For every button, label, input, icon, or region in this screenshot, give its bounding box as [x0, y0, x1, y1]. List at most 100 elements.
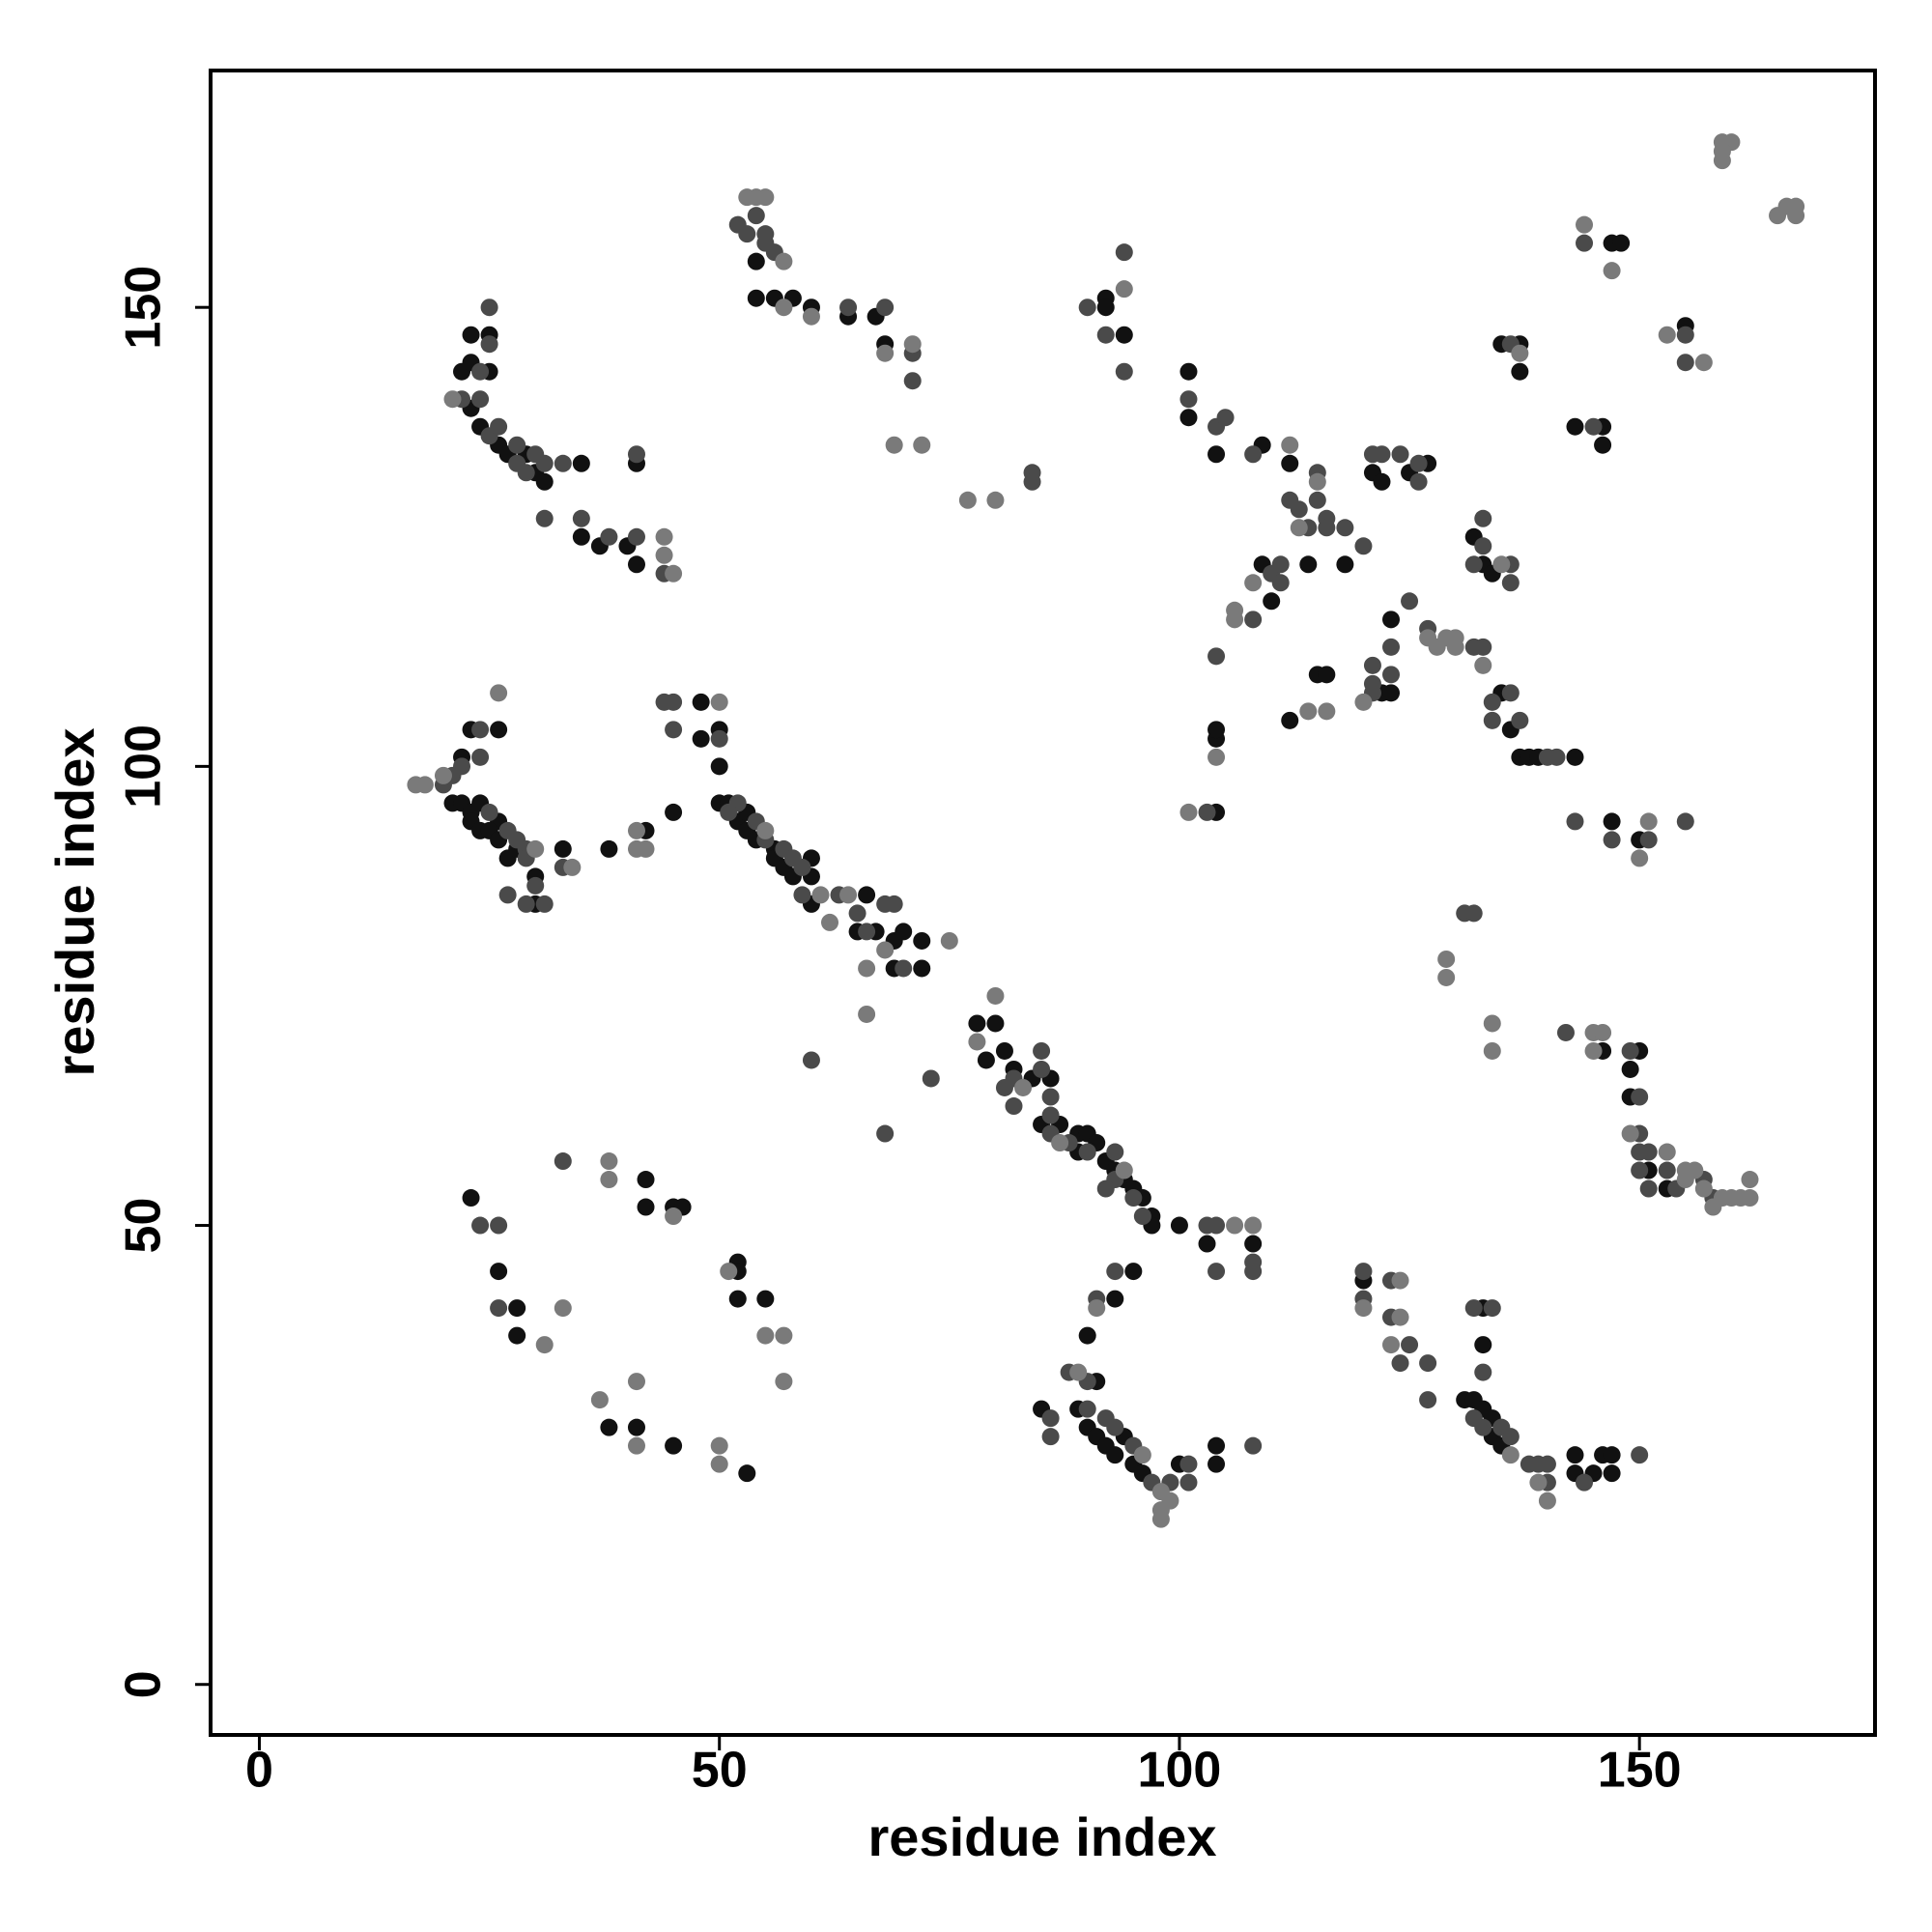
point — [627, 821, 645, 839]
point — [563, 858, 582, 876]
point — [1170, 1216, 1188, 1235]
point — [793, 858, 811, 876]
point — [1676, 326, 1694, 344]
point — [710, 693, 728, 711]
point — [1741, 1189, 1759, 1208]
point — [1621, 1124, 1639, 1143]
point — [839, 298, 858, 317]
point — [858, 923, 876, 941]
point — [1409, 454, 1428, 472]
point — [535, 1336, 554, 1354]
x-tick-label: 100 — [1138, 1743, 1222, 1799]
point — [986, 986, 1005, 1005]
point — [1391, 1271, 1409, 1290]
point — [1483, 1014, 1501, 1033]
point — [1741, 1171, 1759, 1189]
point — [692, 693, 710, 711]
point — [1179, 803, 1198, 821]
point — [1133, 1208, 1151, 1226]
point — [968, 1014, 986, 1033]
point — [958, 491, 977, 509]
point — [728, 1290, 747, 1308]
point — [903, 372, 922, 390]
point — [1179, 1473, 1198, 1492]
point — [1437, 950, 1456, 968]
point — [1179, 1455, 1198, 1473]
point — [600, 1171, 618, 1189]
point — [1308, 472, 1326, 491]
point — [913, 959, 931, 978]
point — [554, 454, 572, 472]
y-tick-label: 50 — [116, 1198, 172, 1254]
point — [885, 895, 903, 913]
point — [1336, 555, 1354, 574]
point — [1639, 831, 1658, 849]
point — [453, 757, 471, 776]
point — [1676, 354, 1694, 372]
point — [1078, 1326, 1096, 1345]
point — [1208, 721, 1226, 739]
point — [480, 803, 498, 821]
point — [1631, 849, 1649, 867]
point — [775, 252, 793, 270]
point — [415, 776, 434, 794]
point — [1382, 684, 1401, 702]
point — [1373, 472, 1391, 491]
point — [1244, 1263, 1263, 1281]
point — [600, 1418, 618, 1436]
point — [756, 1290, 775, 1308]
point — [1078, 1400, 1096, 1418]
point — [1115, 280, 1133, 298]
point — [1382, 666, 1401, 684]
point — [1096, 298, 1115, 317]
point — [1115, 362, 1133, 381]
point — [756, 188, 775, 207]
plot-area — [407, 133, 1805, 1528]
point — [1179, 362, 1198, 381]
point — [554, 1152, 572, 1171]
point — [1106, 1143, 1124, 1161]
point — [1548, 748, 1566, 766]
point — [517, 464, 535, 482]
point — [876, 941, 895, 959]
point — [637, 1171, 655, 1189]
point — [922, 1069, 940, 1088]
point — [1483, 1299, 1501, 1318]
point — [1041, 1428, 1060, 1446]
point — [1492, 555, 1511, 574]
x-tick-label: 150 — [1598, 1743, 1682, 1799]
point — [600, 839, 618, 858]
point — [1437, 968, 1456, 986]
point — [1244, 445, 1263, 464]
point — [1244, 611, 1263, 629]
point — [775, 1326, 793, 1345]
point — [692, 729, 710, 748]
point — [572, 509, 590, 527]
point — [876, 298, 895, 317]
point — [793, 886, 811, 904]
point — [1198, 803, 1216, 821]
point — [1538, 1492, 1556, 1510]
point — [802, 307, 820, 326]
point — [1621, 1041, 1639, 1060]
point — [627, 1436, 645, 1455]
point — [508, 436, 526, 454]
point — [1161, 1492, 1179, 1510]
point — [1566, 1446, 1584, 1464]
point — [1474, 1418, 1492, 1436]
point — [434, 766, 452, 784]
point — [1631, 1161, 1649, 1179]
point — [738, 225, 756, 243]
x-tick-label: 0 — [245, 1743, 273, 1799]
point — [1474, 509, 1492, 527]
point — [508, 1326, 526, 1345]
point — [1639, 1179, 1658, 1198]
point — [747, 289, 765, 307]
point — [1363, 656, 1381, 674]
point — [1208, 1216, 1226, 1235]
point — [1694, 1179, 1713, 1198]
point — [471, 362, 490, 381]
point — [977, 1051, 995, 1069]
point — [1529, 1473, 1548, 1492]
